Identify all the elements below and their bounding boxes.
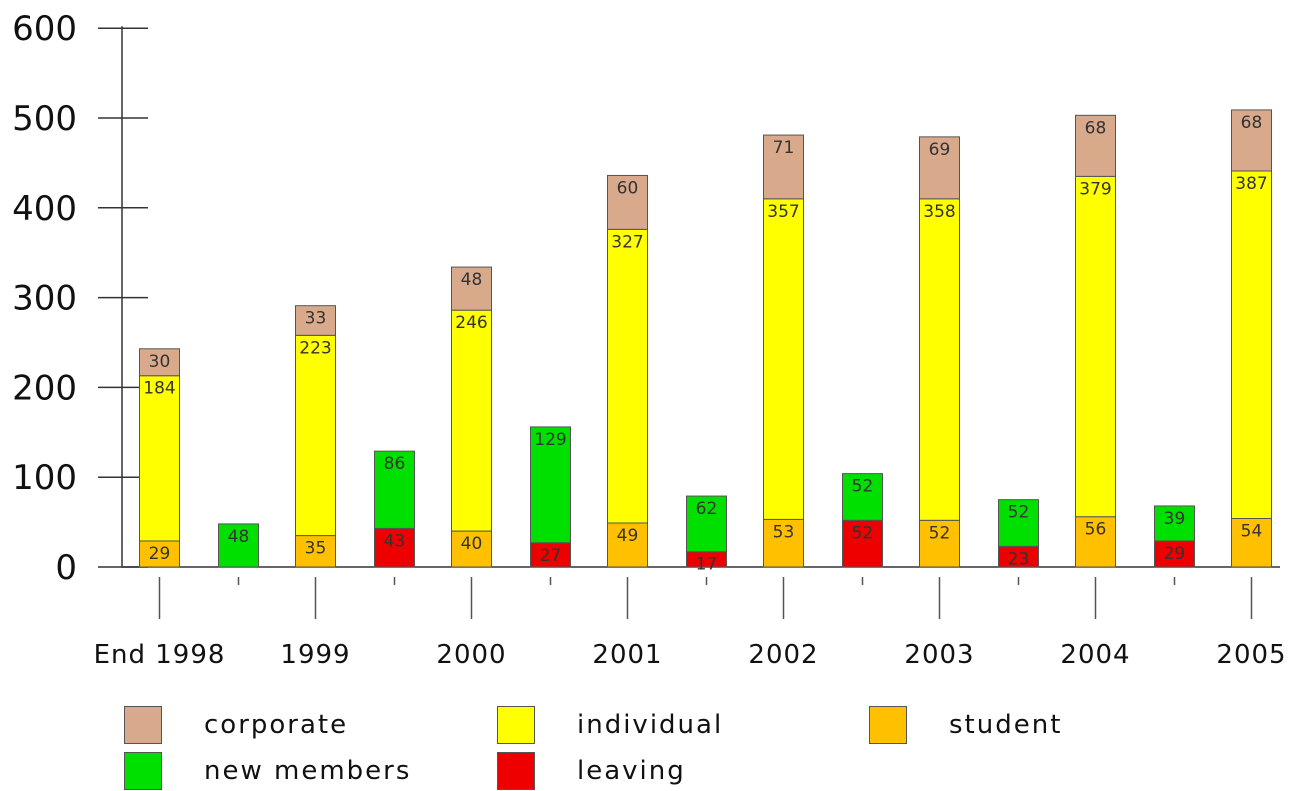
bar-4-corporate-label: 71	[773, 138, 795, 158]
change-2-new-members	[530, 426, 571, 544]
bar-7-individual-label: 387	[1235, 174, 1267, 194]
bar-0-corporate-label: 30	[149, 352, 171, 372]
bar-4-individual-label: 357	[767, 202, 799, 222]
bar-1-individual-label: 223	[299, 338, 331, 358]
bar-7-student	[1231, 518, 1272, 568]
change-5-new-members-label: 52	[1008, 503, 1030, 523]
x-tick-label-3: 2001	[592, 640, 662, 670]
bar-1-corporate-label: 33	[305, 309, 327, 329]
x-tick-label-1: 1999	[280, 640, 350, 670]
change-5-new-members	[998, 499, 1039, 547]
change-4-leaving	[842, 519, 883, 568]
bar-3-corporate	[607, 174, 648, 230]
bar-5-corporate	[919, 136, 960, 200]
x-tick-label-6: 2004	[1060, 640, 1130, 670]
change-1-leaving-label: 43	[384, 531, 406, 551]
change-2-new-members-label: 129	[534, 430, 566, 450]
bar-5-individual-label: 358	[923, 202, 955, 222]
bar-4-individual	[763, 198, 804, 520]
change-2-leaving	[530, 542, 571, 568]
bar-3-individual-label: 327	[611, 232, 643, 252]
bar-2-corporate	[451, 266, 492, 311]
bar-6-individual-label: 379	[1079, 179, 1111, 199]
bar-7-corporate-label: 68	[1241, 113, 1263, 133]
x-tick-label-7: 2005	[1216, 640, 1286, 670]
bar-7-individual	[1231, 170, 1272, 520]
change-4-new-members	[842, 473, 883, 521]
change-2-leaving-label: 27	[540, 546, 562, 566]
change-0-new-members-label: 48	[228, 527, 250, 547]
y-tick-label-0: 0	[55, 548, 77, 588]
change-1-new-members	[374, 450, 415, 529]
change-3-new-members	[686, 495, 727, 553]
bar-5-corporate-label: 69	[929, 140, 951, 160]
bar-7-student-label: 54	[1241, 522, 1263, 542]
bar-4-student-label: 53	[773, 522, 795, 542]
bar-3-corporate-label: 60	[617, 178, 639, 198]
bar-0-corporate	[139, 348, 180, 377]
bar-0-individual-label: 184	[143, 379, 175, 399]
y-tick-label-500: 500	[12, 99, 77, 139]
change-6-new-members	[1154, 505, 1195, 542]
change-3-leaving-label: 17	[696, 555, 718, 575]
bar-0-student-label: 29	[149, 544, 171, 564]
bar-0-student	[139, 540, 180, 568]
bar-2-student-label: 40	[461, 534, 483, 554]
change-4-leaving-label: 52	[852, 523, 874, 543]
bar-6-individual	[1075, 175, 1116, 518]
bar-6-corporate-label: 68	[1085, 118, 1107, 138]
change-5-leaving-label: 23	[1008, 549, 1030, 569]
y-tick-label-600: 600	[12, 9, 77, 49]
bar-4-student	[763, 518, 804, 568]
bar-7-corporate	[1231, 109, 1272, 172]
x-tick-label-5: 2003	[904, 640, 974, 670]
change-0-new-members	[218, 523, 259, 568]
x-tick-label-2: 2000	[436, 640, 506, 670]
bar-3-student	[607, 522, 648, 568]
x-tick-label-4: 2002	[748, 640, 818, 670]
change-1-new-members-label: 86	[384, 454, 406, 474]
change-6-new-members-label: 39	[1164, 509, 1186, 529]
bar-0-individual	[139, 375, 180, 542]
bar-6-student-label: 56	[1085, 520, 1107, 540]
bar-1-student-label: 35	[305, 539, 327, 559]
bar-3-individual	[607, 228, 648, 524]
change-3-new-members-label: 62	[696, 499, 718, 519]
bar-5-individual	[919, 198, 960, 521]
bar-2-individual	[451, 309, 492, 532]
y-tick-label-400: 400	[12, 189, 77, 229]
change-6-leaving-label: 29	[1164, 544, 1186, 564]
bar-4-corporate	[763, 134, 804, 200]
change-4-new-members-label: 52	[852, 477, 874, 497]
y-tick-label-300: 300	[12, 279, 77, 319]
bar-5-student-label: 52	[929, 523, 951, 543]
y-tick-label-100: 100	[12, 458, 77, 498]
bar-2-individual-label: 246	[455, 313, 487, 333]
bar-3-student-label: 49	[617, 526, 639, 546]
bar-1-individual	[295, 334, 336, 537]
bar-2-corporate-label: 48	[461, 270, 483, 290]
bar-1-corporate	[295, 305, 336, 336]
x-tick-label-0: End 1998	[94, 640, 226, 670]
y-tick-label-200: 200	[12, 368, 77, 408]
bar-6-student	[1075, 516, 1116, 568]
bar-6-corporate	[1075, 114, 1116, 177]
